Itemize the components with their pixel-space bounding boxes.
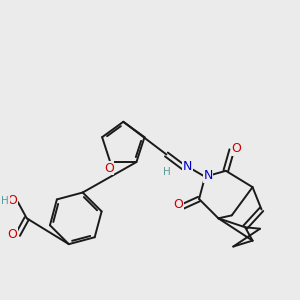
Text: H: H [163,167,170,177]
Text: O: O [8,228,17,241]
Text: O: O [231,142,241,155]
Text: N: N [182,160,192,173]
Text: N: N [203,169,213,182]
Text: O: O [104,161,114,175]
Text: H: H [2,196,9,206]
Text: O: O [8,194,17,207]
Text: O: O [173,199,183,212]
